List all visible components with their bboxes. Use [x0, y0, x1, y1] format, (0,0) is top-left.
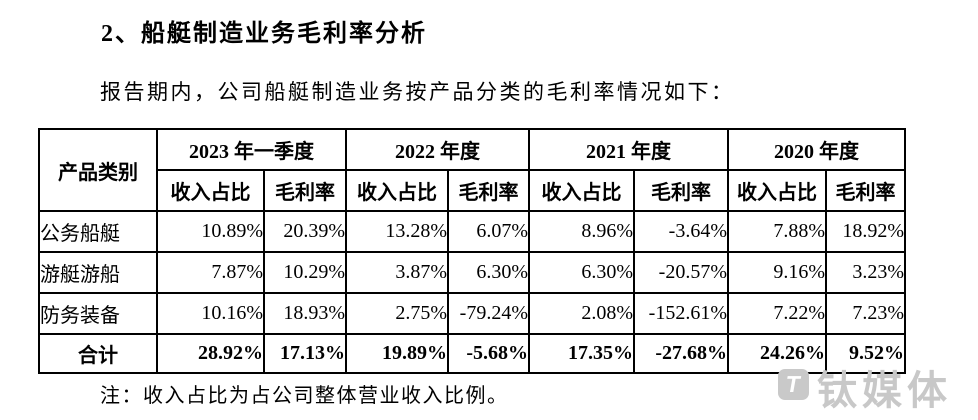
- cell-value: 3.23%: [825, 251, 906, 294]
- cell-value: 7.87%: [156, 251, 265, 294]
- section-heading: 2、船艇制造业务毛利率分析: [101, 21, 427, 47]
- table-row: 游艇游船 7.87% 10.29% 3.87% 6.30% 6.30% -20.…: [38, 251, 906, 294]
- cell-value: 3.87%: [345, 251, 449, 294]
- row-label: 防务装备: [38, 292, 158, 335]
- cell-value: 7.23%: [825, 292, 906, 335]
- revenue-share-header: 收入占比: [528, 169, 635, 212]
- cell-value: 18.92%: [825, 210, 906, 253]
- footnote: 注：收入占比为占公司整体营业收入比例。: [100, 385, 509, 407]
- total-cell-value: 28.92%: [156, 333, 265, 374]
- gross-margin-header: 毛利率: [633, 169, 729, 212]
- gross-margin-header: 毛利率: [263, 169, 347, 212]
- cell-value: 10.16%: [156, 292, 265, 335]
- total-cell-value: 9.52%: [825, 333, 906, 374]
- cell-value: 10.29%: [263, 251, 347, 294]
- tmtpost-logo-glyph: T: [784, 371, 803, 397]
- cell-value: -3.64%: [633, 210, 729, 253]
- cell-value: 6.07%: [447, 210, 530, 253]
- cell-value: 20.39%: [263, 210, 347, 253]
- table-total-row: 合计 28.92% 17.13% 19.89% -5.68% 17.35% -2…: [38, 333, 906, 374]
- cell-value: 13.28%: [345, 210, 449, 253]
- cell-value: 18.93%: [263, 292, 347, 335]
- revenue-share-header: 收入占比: [345, 169, 449, 212]
- table-row: 防务装备 10.16% 18.93% 2.75% -79.24% 2.08% -…: [38, 292, 906, 335]
- cell-value: -20.57%: [633, 251, 729, 294]
- cell-value: 8.96%: [528, 210, 635, 253]
- cell-value: 6.30%: [528, 251, 635, 294]
- cell-value: 10.89%: [156, 210, 265, 253]
- cell-value: -79.24%: [447, 292, 530, 335]
- product-category-header: 产品类别: [38, 128, 158, 212]
- period-header-2023q1: 2023 年一季度: [156, 128, 347, 171]
- gross-margin-header: 毛利率: [825, 169, 906, 212]
- table-header-sub-row: 收入占比 毛利率 收入占比 毛利率 收入占比 毛利率 收入占比 毛利率: [39, 169, 906, 212]
- cell-value: 2.75%: [345, 292, 449, 335]
- gross-margin-header: 毛利率: [447, 169, 530, 212]
- total-row-label: 合计: [38, 333, 158, 374]
- revenue-share-header: 收入占比: [727, 169, 827, 212]
- total-cell-value: 17.13%: [263, 333, 347, 374]
- row-label: 公务船艇: [38, 210, 158, 253]
- total-cell-value: -5.68%: [447, 333, 530, 374]
- cell-value: 7.88%: [727, 210, 827, 253]
- total-cell-value: -27.68%: [633, 333, 729, 374]
- gross-margin-table: 产品类别 2023 年一季度 2022 年度 2021 年度 2020 年度 收…: [38, 128, 906, 374]
- cell-value: -152.61%: [633, 292, 729, 335]
- total-cell-value: 24.26%: [727, 333, 827, 374]
- total-cell-value: 19.89%: [345, 333, 449, 374]
- period-header-2021: 2021 年度: [528, 128, 729, 171]
- period-header-2020: 2020 年度: [727, 128, 906, 171]
- cell-value: 9.16%: [727, 251, 827, 294]
- revenue-share-header: 收入占比: [156, 169, 265, 212]
- cell-value: 2.08%: [528, 292, 635, 335]
- cell-value: 7.22%: [727, 292, 827, 335]
- period-header-2022: 2022 年度: [345, 128, 530, 171]
- row-label: 游艇游船: [38, 251, 158, 294]
- intro-paragraph: 报告期内，公司船艇制造业务按产品分类的毛利率情况如下：: [100, 80, 735, 104]
- table-row: 公务船艇 10.89% 20.39% 13.28% 6.07% 8.96% -3…: [38, 210, 906, 253]
- total-cell-value: 17.35%: [528, 333, 635, 374]
- cell-value: 6.30%: [447, 251, 530, 294]
- table-header-period-row: 产品类别 2023 年一季度 2022 年度 2021 年度 2020 年度: [38, 128, 906, 212]
